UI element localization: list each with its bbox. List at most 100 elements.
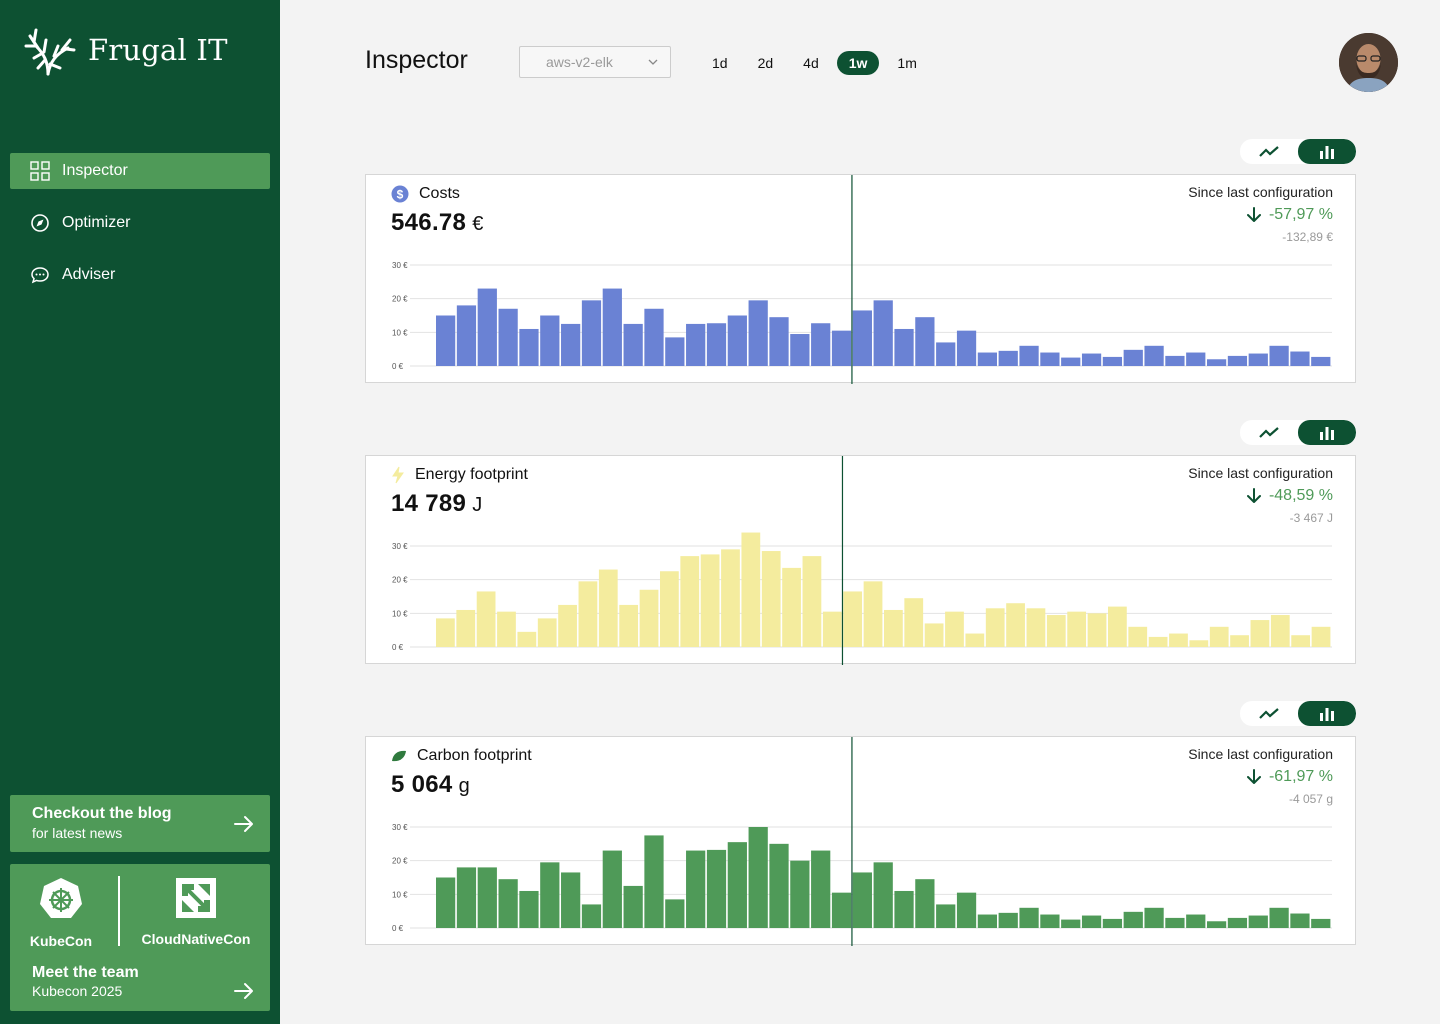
chart-bar[interactable] [727, 315, 747, 367]
chart-bar[interactable] [1165, 355, 1185, 366]
chart-bar[interactable] [1290, 913, 1310, 928]
chart-bar[interactable] [598, 569, 618, 647]
chart-bar[interactable] [936, 904, 956, 928]
chart-bar[interactable] [1230, 635, 1249, 647]
chart-bar[interactable] [686, 323, 706, 366]
chart-bar[interactable] [904, 598, 924, 647]
chart-bar[interactable] [852, 872, 872, 928]
blog-card[interactable]: Checkout the blog for latest news [10, 795, 270, 852]
chart-bar[interactable] [706, 849, 727, 928]
chart-bar[interactable] [985, 608, 1005, 647]
line-chart-button[interactable] [1240, 139, 1298, 164]
chart-bar[interactable] [831, 892, 852, 928]
chart-bar[interactable] [831, 330, 852, 366]
range-2d[interactable]: 2d [757, 55, 774, 71]
chart-bar[interactable] [644, 835, 664, 928]
range-1m[interactable]: 1m [897, 55, 917, 71]
chart-bar[interactable] [456, 305, 477, 366]
chart-bar[interactable] [894, 328, 914, 366]
chart-bar[interactable] [998, 912, 1018, 928]
chart-bar[interactable] [1144, 907, 1164, 928]
team-card[interactable]: KubeCon CloudNativeCon Meet the team Kub… [10, 864, 270, 1011]
chart-bar[interactable] [822, 611, 842, 647]
chart-bar[interactable] [700, 554, 720, 647]
chart-bar[interactable] [1169, 633, 1188, 647]
chart-bar[interactable] [1270, 615, 1290, 647]
chart-bar[interactable] [623, 885, 643, 928]
chart-bar[interactable] [915, 317, 935, 366]
chart-bar[interactable] [686, 850, 706, 928]
chart-bar[interactable] [873, 300, 893, 366]
chart-bar[interactable] [965, 633, 985, 647]
chart-bar[interactable] [852, 310, 872, 366]
chart-bar[interactable] [497, 611, 516, 647]
chart-bar[interactable] [519, 328, 539, 366]
chart-bar[interactable] [1206, 921, 1227, 928]
chart-bar[interactable] [1311, 626, 1331, 647]
chart-bar[interactable] [977, 352, 998, 366]
chart-bar[interactable] [1206, 359, 1227, 366]
chart-bar[interactable] [924, 623, 944, 647]
chart-bar[interactable] [998, 350, 1018, 366]
chart-bar[interactable] [811, 850, 831, 928]
chart-bar[interactable] [558, 604, 577, 647]
chart-bar[interactable] [581, 904, 602, 928]
range-4d[interactable]: 4d [803, 55, 819, 71]
chart-bar[interactable] [1269, 345, 1289, 366]
chart-bar[interactable] [727, 842, 747, 928]
chart-bar[interactable] [1026, 608, 1046, 647]
chart-bar[interactable] [1186, 352, 1206, 366]
chart-bar[interactable] [665, 899, 685, 928]
chart-bar[interactable] [1250, 620, 1270, 647]
chart-bar[interactable] [498, 879, 518, 928]
chart-bar[interactable] [517, 631, 537, 647]
chart-bar[interactable] [477, 867, 497, 928]
line-chart-button[interactable] [1240, 420, 1298, 445]
chart-bar[interactable] [1165, 917, 1185, 928]
range-1d[interactable]: 1d [712, 55, 728, 71]
chart-bar[interactable] [660, 571, 679, 647]
chart-bar[interactable] [436, 618, 455, 647]
chart-bar[interactable] [802, 556, 822, 647]
chart-bar[interactable] [956, 892, 977, 928]
chart-bar[interactable] [1019, 345, 1039, 366]
chart-bar[interactable] [741, 532, 761, 647]
chart-bar[interactable] [1061, 919, 1081, 928]
chart-bar[interactable] [936, 342, 956, 366]
chart-bar[interactable] [477, 288, 497, 366]
chart-bar[interactable] [1019, 907, 1039, 928]
bar-chart-button[interactable] [1298, 420, 1356, 445]
chart-bar[interactable] [1087, 613, 1107, 647]
chart-bar[interactable] [790, 334, 810, 366]
chart-bar[interactable] [894, 890, 914, 928]
chart-bar[interactable] [748, 827, 768, 928]
chart-bar[interactable] [1144, 345, 1164, 366]
chart-bar[interactable] [873, 862, 893, 928]
chart-bar[interactable] [1040, 914, 1060, 928]
chart-bar[interactable] [1148, 636, 1168, 647]
chart-bar[interactable] [1108, 606, 1127, 647]
chart-bar[interactable] [863, 581, 883, 647]
chart-bar[interactable] [977, 914, 998, 928]
chart-bar[interactable] [537, 618, 557, 647]
chart-bar[interactable] [1209, 626, 1229, 647]
chart-bar[interactable] [790, 860, 810, 928]
chart-bar[interactable] [1081, 915, 1102, 928]
chart-bar[interactable] [1128, 626, 1148, 647]
line-chart-button[interactable] [1240, 701, 1298, 726]
chart-bar[interactable] [1046, 615, 1066, 647]
chart-bar[interactable] [811, 323, 831, 366]
sidebar-item-inspector[interactable]: Inspector [10, 153, 270, 189]
chart-bar[interactable] [1006, 603, 1025, 647]
chart-bar[interactable] [721, 549, 740, 647]
chart-bar[interactable] [561, 872, 581, 928]
chart-bar[interactable] [602, 288, 622, 366]
chart-bar[interactable] [581, 300, 602, 366]
chart-bar[interactable] [782, 567, 801, 647]
bar-chart-button[interactable] [1298, 139, 1356, 164]
chart-bar[interactable] [769, 843, 789, 928]
chart-bar[interactable] [1067, 611, 1087, 647]
chart-bar[interactable] [1269, 907, 1289, 928]
chart-bar[interactable] [619, 604, 639, 647]
chart-bar[interactable] [1291, 635, 1311, 647]
